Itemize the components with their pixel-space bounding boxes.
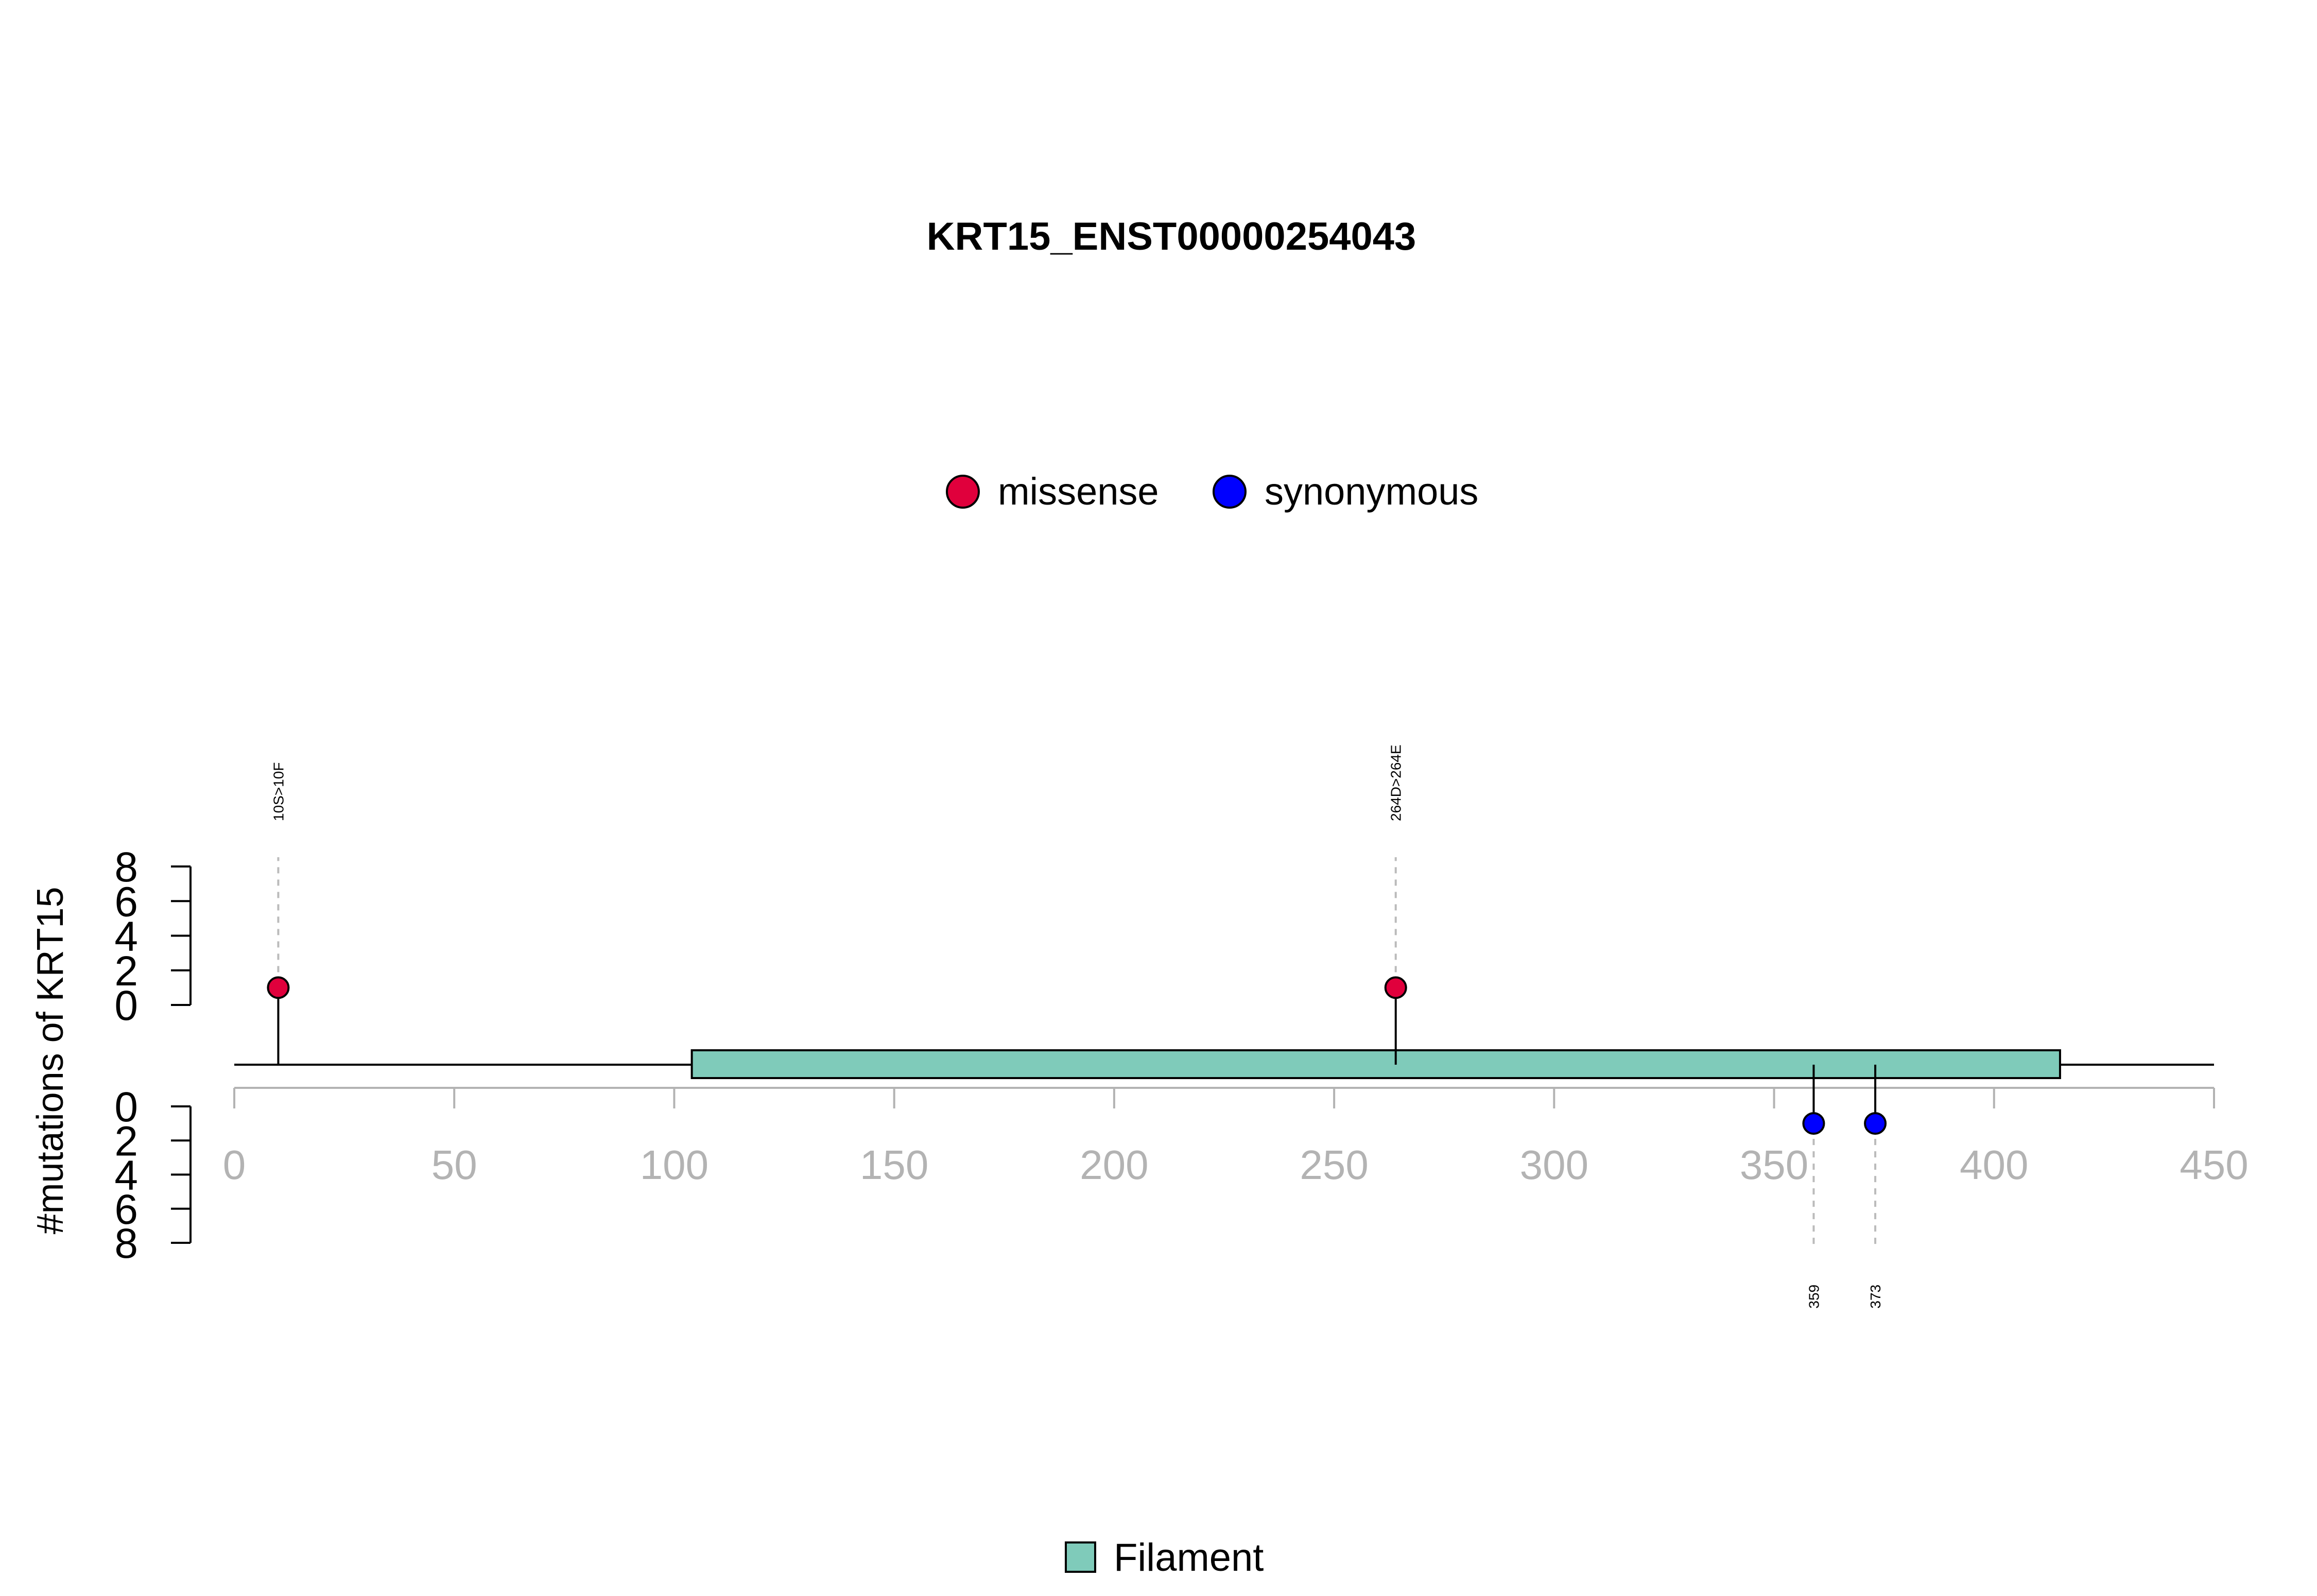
mutation-type-legend: missense synonymous [946, 470, 1478, 513]
mutation-label-359: 359 [1806, 1285, 1822, 1309]
point-359 [1802, 1112, 1825, 1135]
y-tick-label-upper-0: 0 [114, 982, 138, 1029]
y-tick-label-lower-2: 2 [114, 1118, 138, 1165]
mutation-lollipops: 10S>10F 264D>264E 359 373 [267, 744, 1887, 1309]
y-tick-label-lower-4: 4 [114, 1152, 138, 1199]
y-tick-label-upper-8: 8 [114, 844, 138, 891]
y-tick-label-upper-2: 2 [114, 948, 138, 995]
x-tick-label-0: 0 [223, 1142, 246, 1188]
mutation-label-10: 10S>10F [270, 762, 286, 821]
x-tick-label-150: 150 [860, 1142, 928, 1188]
x-tick-label-250: 250 [1300, 1142, 1368, 1188]
y-tick-label-upper-6: 6 [114, 878, 138, 925]
x-tick-label-100: 100 [640, 1142, 708, 1188]
x-tick-label-350: 350 [1740, 1142, 1808, 1188]
y-axis-label: #mutations of KRT15 [30, 887, 71, 1234]
point-373 [1864, 1112, 1887, 1135]
point-10 [267, 976, 290, 999]
y-tick-label-lower-6: 6 [114, 1186, 138, 1233]
legend-label-synonymous: synonymous [1265, 470, 1478, 513]
mutation-label-264: 264D>264E [1388, 744, 1404, 821]
x-tick-label-300: 300 [1520, 1142, 1588, 1188]
x-tick-label-200: 200 [1080, 1142, 1148, 1188]
protein-backbone [234, 1049, 2214, 1079]
domain-filament [690, 1049, 2061, 1079]
legend-swatch-filament [1065, 1541, 1096, 1573]
mutation-label-373: 373 [1868, 1285, 1883, 1309]
domain-legend: Filament [1065, 1536, 1264, 1580]
legend-label-missense: missense [998, 470, 1159, 513]
legend-marker-missense [946, 475, 980, 509]
x-tick-label-50: 50 [431, 1142, 477, 1188]
point-264 [1384, 976, 1407, 999]
chart-title: KRT15_ENST00000254043 [927, 215, 1416, 258]
x-tick-label-450: 450 [2180, 1142, 2248, 1188]
y-tick-label-lower-0: 0 [114, 1084, 138, 1131]
legend-marker-synonymous [1213, 475, 1247, 509]
x-tick-label-400: 400 [1960, 1142, 2028, 1188]
y-tick-label-upper-4: 4 [114, 913, 138, 960]
legend-label-filament: Filament [1114, 1536, 1264, 1580]
y-tick-label-lower-8: 8 [114, 1220, 138, 1267]
